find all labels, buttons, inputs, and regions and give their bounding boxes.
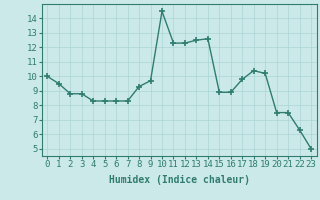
X-axis label: Humidex (Indice chaleur): Humidex (Indice chaleur) [109,175,250,185]
